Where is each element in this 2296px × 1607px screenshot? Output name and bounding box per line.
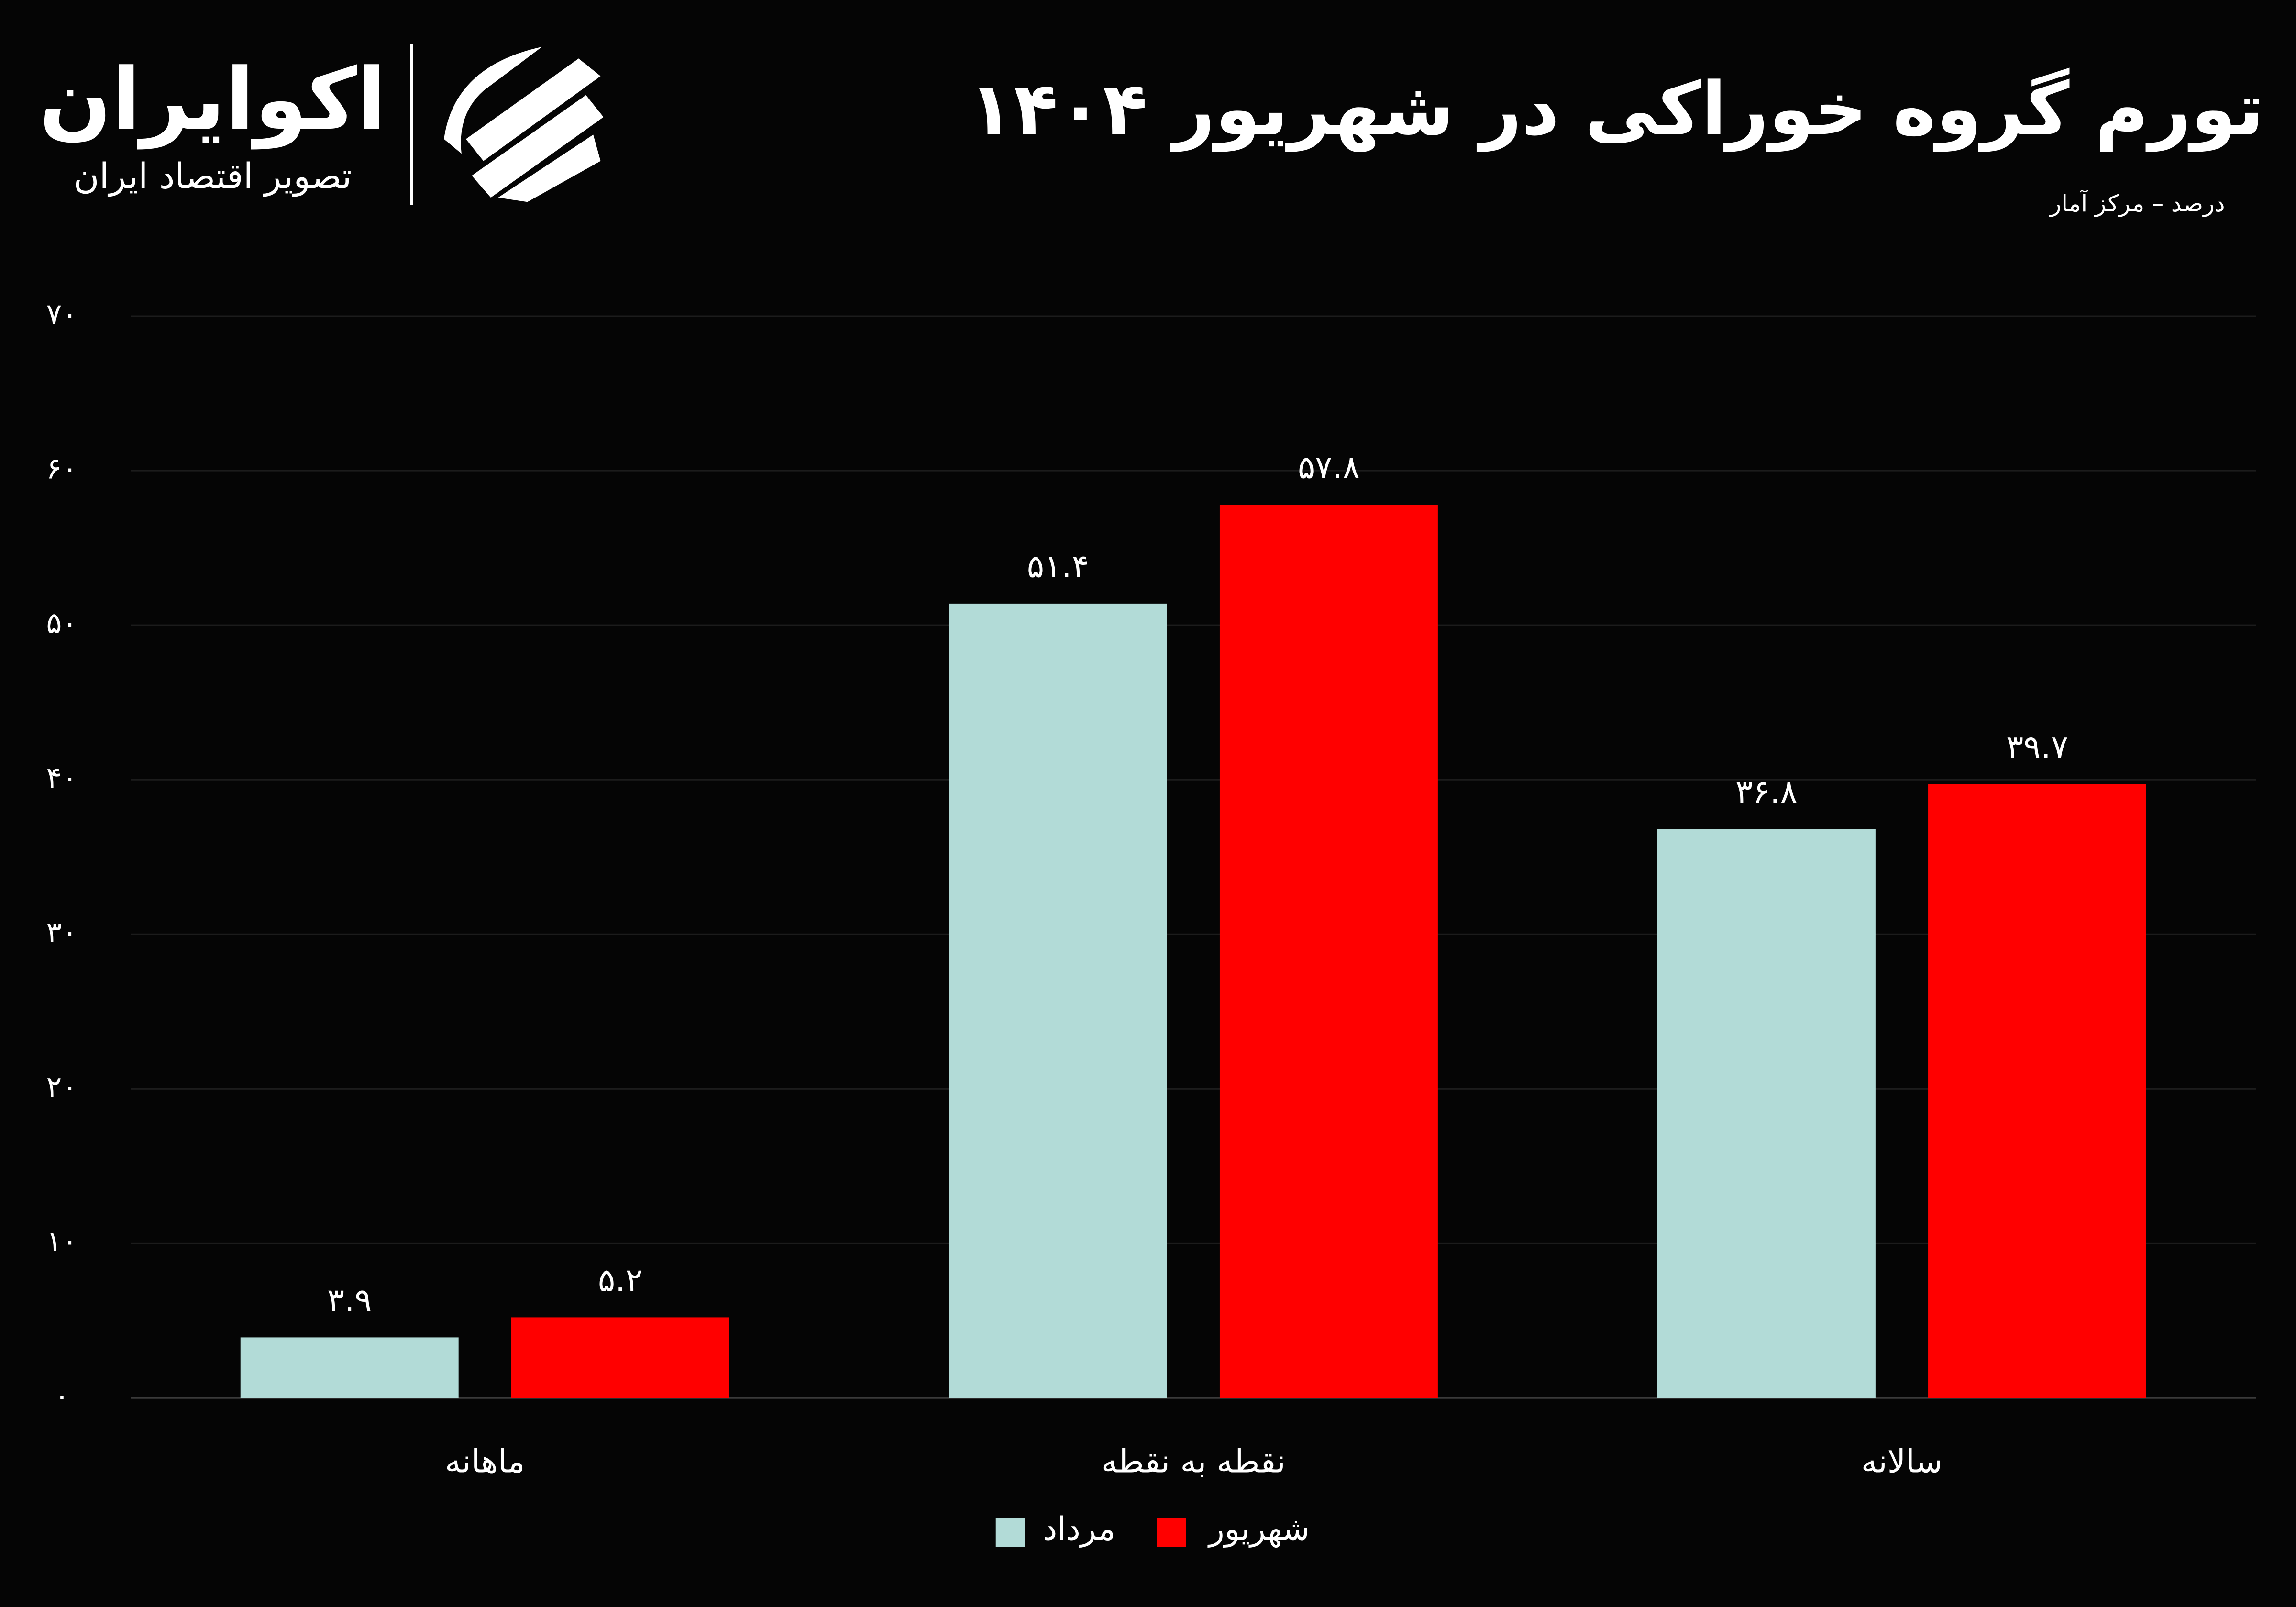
bar (511, 1317, 729, 1398)
value-label: ۵۱.۴ (1027, 548, 1089, 585)
x-tick-label: ماهانه (445, 1443, 525, 1480)
y-tick-label: ۶۰ (46, 452, 78, 486)
value-label: ۳.۹ (327, 1282, 372, 1319)
logo-tagline: تصویر اقتصاد ایران (74, 156, 352, 197)
bar (949, 603, 1167, 1398)
legend-swatch (995, 1518, 1025, 1547)
logo-name: اکوایران (39, 50, 386, 150)
value-label: ۵۷.۸ (1298, 449, 1360, 486)
value-label: ۵.۲ (598, 1262, 643, 1299)
x-tick-label: سالانه (1861, 1443, 1943, 1480)
chart-subtitle: درصد – مرکز آمار (2049, 189, 2225, 217)
y-tick-label: ۳۰ (46, 915, 78, 949)
value-label: ۳۶.۸ (1735, 773, 1798, 811)
y-tick-label: ۲۰ (46, 1070, 78, 1104)
bar (1219, 505, 1438, 1398)
y-tick-label: ۵۰ (46, 606, 78, 640)
bar (1657, 829, 1876, 1398)
x-tick-label: نقطه به نقطه (1101, 1443, 1286, 1480)
y-tick-label: ۴۰ (46, 761, 78, 795)
value-label: ۳۹.۷ (2006, 728, 2068, 766)
y-tick-label: ۷۰ (46, 297, 78, 331)
bar (240, 1337, 459, 1398)
chart-title: تورم گروه خوراکی در شهریور ۱۴۰۴ (969, 67, 2264, 153)
logo-icon (444, 46, 604, 202)
bar (1928, 784, 2146, 1398)
legend-swatch (1157, 1518, 1186, 1547)
legend-label: مرداد (1043, 1510, 1115, 1548)
y-tick-label: ۰ (54, 1379, 70, 1413)
legend-label: شهریور (1207, 1510, 1310, 1548)
y-tick-label: ۱۰ (46, 1224, 78, 1258)
